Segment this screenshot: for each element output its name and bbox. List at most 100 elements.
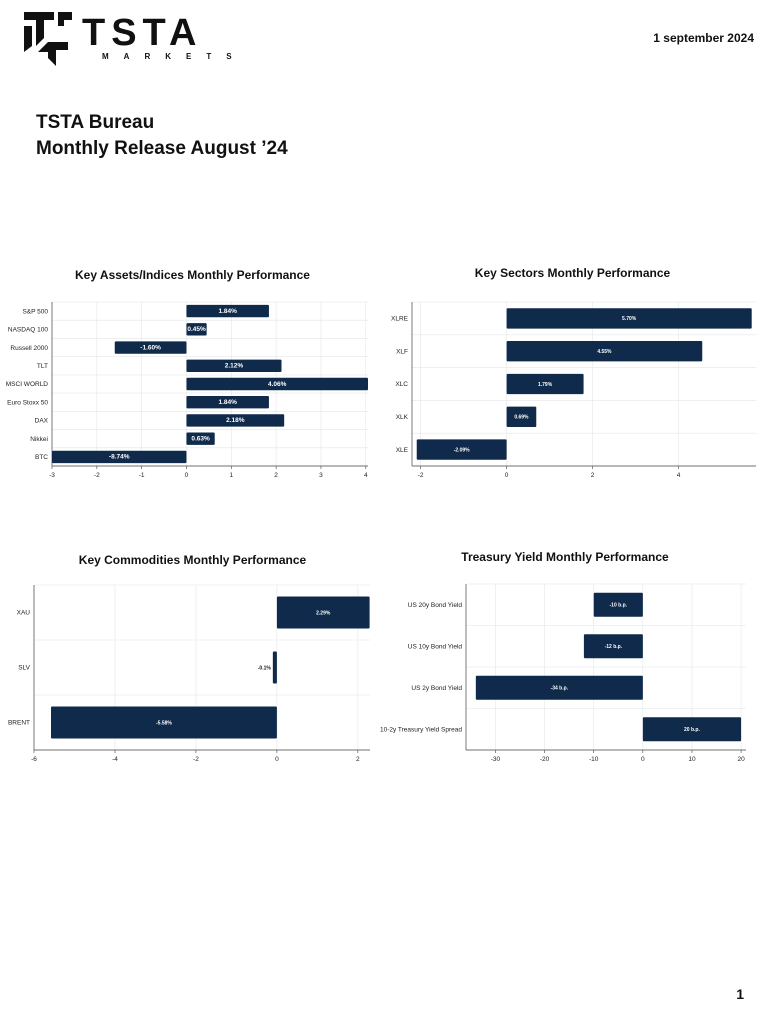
data-label: -0.1%	[258, 665, 272, 671]
bar	[475, 675, 643, 700]
category-label: BRENT	[8, 720, 30, 727]
x-tick-label: 20	[737, 756, 745, 763]
data-label: -1.60%	[140, 344, 161, 351]
x-tick-label: 4	[364, 472, 368, 479]
category-label: 10-2y Treasury Yield Spread	[380, 726, 462, 733]
category-label: Euro Stoxx 50	[7, 399, 48, 406]
x-tick-label: 0	[641, 756, 645, 763]
bar	[272, 651, 277, 684]
bar	[593, 592, 643, 617]
bar	[51, 706, 277, 739]
data-label: 4.55%	[597, 349, 612, 355]
data-label: 2.29%	[316, 610, 331, 616]
category-label: US 20y Bond Yield	[408, 602, 463, 609]
x-tick-label: 2	[591, 472, 595, 479]
x-tick-label: -20	[540, 756, 550, 763]
category-label: S&P 500	[22, 308, 48, 315]
report-title: TSTA Bureau Monthly Release August ’24	[36, 110, 288, 162]
bar	[186, 359, 282, 372]
data-label: -10 b.p.	[610, 603, 628, 609]
category-label: XLE	[396, 447, 409, 454]
data-label: -34 b.p.	[551, 686, 569, 692]
category-label: SLV	[18, 665, 30, 672]
data-label: -2.09%	[454, 447, 470, 453]
category-label: US 2y Bond Yield	[411, 685, 462, 692]
bar	[276, 596, 370, 629]
x-tick-label: -30	[491, 756, 501, 763]
report-title-line2: Monthly Release August ’24	[36, 138, 288, 159]
data-label: 5.70%	[622, 316, 637, 322]
category-label: XLRE	[391, 316, 409, 323]
x-tick-label: 0	[505, 472, 509, 479]
bar	[583, 634, 643, 659]
bar	[114, 341, 187, 354]
x-tick-label: 2	[356, 756, 360, 763]
bar	[186, 396, 269, 409]
x-tick-label: 1	[229, 472, 233, 479]
category-label: MSCI WORLD	[6, 381, 49, 388]
x-tick-label: -2	[94, 472, 100, 479]
x-tick-label: 0	[185, 472, 189, 479]
bar	[642, 717, 742, 742]
bar	[506, 373, 584, 395]
report-title-line1: TSTA Bureau	[36, 112, 155, 133]
data-label: -8.74%	[109, 454, 130, 461]
data-label: 0.45%	[187, 326, 206, 333]
data-label: 0.63%	[191, 435, 210, 442]
x-tick-label: -3	[49, 472, 55, 479]
tsta-logo: TSTA MARKETS	[24, 12, 234, 66]
category-label: TLT	[37, 363, 48, 370]
category-label: XLF	[396, 348, 408, 355]
x-tick-label: 0	[275, 756, 279, 763]
x-tick-label: -4	[112, 756, 118, 763]
x-tick-label: -6	[31, 756, 37, 763]
x-tick-label: 4	[677, 472, 681, 479]
report-date: 1 september 2024	[653, 31, 754, 45]
bar	[186, 304, 269, 318]
category-label: DAX	[35, 418, 49, 425]
data-label: 20 b.p.	[684, 727, 700, 733]
chart-title-assets: Key Assets/Indices Monthly Performance	[75, 268, 310, 282]
bar	[416, 439, 507, 460]
category-label: Nikkei	[30, 436, 48, 443]
x-tick-label: 10	[688, 756, 696, 763]
data-label: 2.18%	[226, 417, 245, 424]
bar	[506, 406, 537, 427]
data-label: 0.69%	[514, 415, 529, 421]
category-label: NASDAQ 100	[8, 327, 48, 334]
data-label: 2.12%	[225, 363, 244, 370]
data-label: -12 b.p.	[605, 644, 623, 650]
x-tick-label: -1	[139, 472, 145, 479]
chart-title-commodities: Key Commodities Monthly Performance	[78, 553, 307, 567]
data-label: -5.58%	[156, 720, 172, 726]
chart-title-sectors: Key Sectors Monthly Performance	[474, 266, 671, 280]
logo-mark-icon	[24, 12, 72, 66]
category-label: XLC	[395, 381, 408, 388]
bar	[186, 323, 207, 336]
category-label: Russell 2000	[10, 345, 48, 352]
bar	[186, 414, 285, 427]
bar	[52, 450, 187, 464]
chart-title-treasury: Treasury Yield Monthly Performance	[461, 550, 669, 564]
x-tick-label: 2	[274, 472, 278, 479]
page-number: 1	[736, 986, 744, 1002]
data-label: 1.84%	[218, 308, 237, 315]
data-label: 4.06%	[268, 381, 287, 388]
x-tick-label: -2	[418, 472, 424, 479]
bar	[506, 308, 752, 329]
category-label: XAU	[17, 610, 31, 617]
x-tick-label: 3	[319, 472, 323, 479]
data-label: 1.79%	[538, 382, 553, 388]
bar	[506, 341, 703, 362]
category-label: XLK	[396, 414, 409, 421]
x-tick-label: -2	[193, 756, 199, 763]
bar	[186, 432, 215, 445]
logo-subtext: MARKETS	[102, 52, 234, 61]
logo-text: TSTA	[82, 12, 202, 54]
x-tick-label: -10	[589, 756, 599, 763]
category-label: US 10y Bond Yield	[408, 643, 463, 650]
